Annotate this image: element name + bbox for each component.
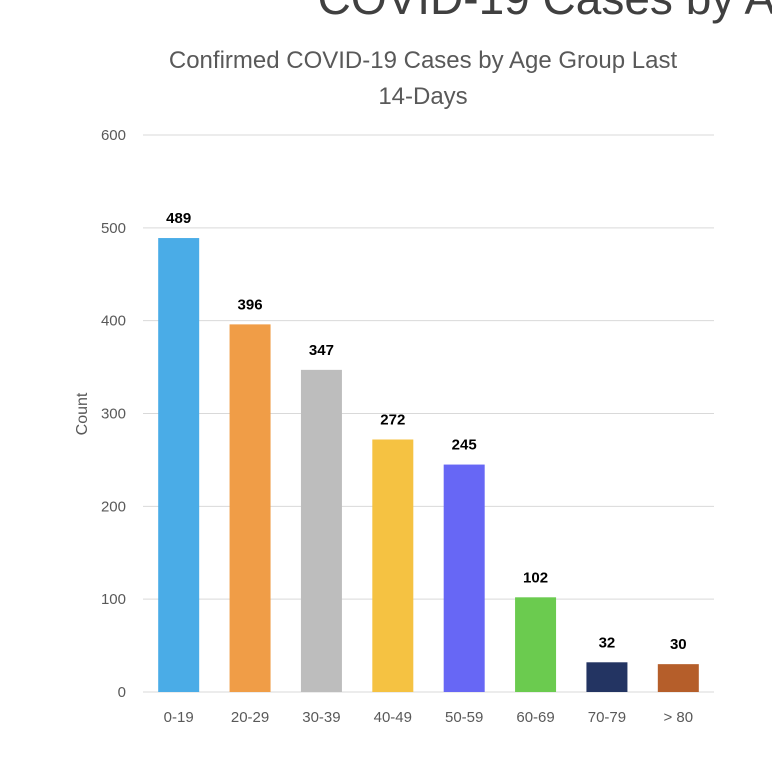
chart-title-line-2: 14-Days bbox=[378, 83, 467, 110]
bars bbox=[158, 238, 699, 693]
y-tick-label: 100 bbox=[101, 591, 126, 608]
x-tick-label: 0-19 bbox=[164, 709, 194, 726]
bar-50-59 bbox=[443, 464, 485, 692]
data-label: 102 bbox=[523, 569, 548, 586]
data-labels: 489 396 347 272 245 102 32 30 bbox=[166, 210, 686, 653]
x-tick-label: 40-49 bbox=[374, 709, 412, 726]
y-axis-label: Count bbox=[74, 392, 91, 435]
gridlines bbox=[143, 134, 714, 693]
y-tick-label: 300 bbox=[101, 406, 126, 423]
bar-80 bbox=[657, 664, 699, 692]
x-axis-ticks: 0-19 20-29 30-39 40-49 50-59 60-69 70-79 > 80 bbox=[164, 709, 693, 726]
clipped-page-heading: COVID-19 Cases by Age bbox=[318, 0, 772, 24]
data-label: 30 bbox=[670, 636, 687, 653]
y-tick-label: 600 bbox=[101, 127, 126, 144]
x-tick-label: > 80 bbox=[664, 709, 694, 726]
y-tick-label: 200 bbox=[101, 498, 126, 515]
y-axis-ticks: 0 100 200 300 400 500 600 bbox=[101, 127, 126, 701]
bar-20-29 bbox=[229, 324, 271, 692]
data-label: 32 bbox=[599, 634, 616, 651]
data-label: 272 bbox=[380, 411, 405, 428]
x-tick-label: 50-59 bbox=[445, 709, 483, 726]
data-label: 245 bbox=[452, 437, 477, 454]
bar-70-79 bbox=[586, 662, 628, 692]
x-tick-label: 70-79 bbox=[588, 709, 626, 726]
data-label: 396 bbox=[238, 296, 263, 313]
data-label: 489 bbox=[166, 210, 191, 227]
y-tick-label: 500 bbox=[101, 220, 126, 237]
x-tick-label: 30-39 bbox=[302, 709, 340, 726]
y-tick-label: 0 bbox=[118, 684, 126, 701]
data-label: 347 bbox=[309, 342, 334, 359]
x-tick-label: 60-69 bbox=[516, 709, 554, 726]
bar-0-19 bbox=[158, 238, 200, 693]
y-tick-label: 400 bbox=[101, 313, 126, 330]
bar-60-69 bbox=[515, 597, 557, 692]
bar-30-39 bbox=[300, 369, 342, 692]
x-tick-label: 20-29 bbox=[231, 709, 269, 726]
chart-title-line-1: Confirmed COVID-19 Cases by Age Group La… bbox=[169, 47, 678, 74]
bar-40-49 bbox=[372, 439, 414, 692]
